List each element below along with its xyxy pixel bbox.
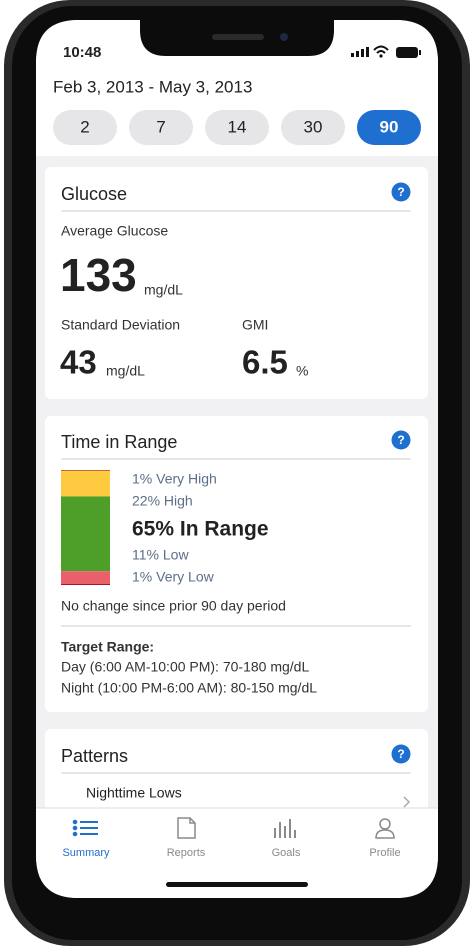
range-label: 1% Very Low — [132, 569, 215, 585]
time-in-range-chart: 1% Very High 22% High 65% In Range 11% Low 1… — [61, 470, 269, 585]
average-value: 133 — [60, 249, 137, 301]
home-indicator — [166, 882, 308, 887]
range-segment — [61, 471, 110, 497]
tab-label[interactable]: Reports — [167, 847, 206, 859]
range-segment — [61, 496, 110, 572]
target-night: Night (10:00 PM-6:00 AM): 80-150 mg/dL — [61, 680, 317, 696]
speaker — [212, 34, 264, 40]
tab-icon[interactable] — [177, 817, 196, 839]
range-segment — [61, 571, 110, 584]
sd-value: 43 — [60, 344, 97, 381]
period-selector: 2 7 14 30 90 — [53, 110, 421, 145]
gmi-label: GMI — [242, 317, 268, 333]
chevron — [403, 796, 411, 808]
status-icons — [351, 45, 421, 58]
range-segment — [61, 583, 110, 585]
period-button[interactable] — [129, 110, 193, 145]
time-in-range-card — [45, 416, 428, 712]
pattern-item[interactable]: Nighttime Lows — [86, 785, 182, 801]
card-title: Patterns — [61, 746, 128, 766]
help-icon[interactable]: ? — [397, 433, 404, 447]
range-label: 1% Very High — [132, 471, 217, 487]
period-button[interactable] — [53, 110, 117, 145]
unit: % — [296, 363, 308, 379]
tab-label[interactable]: Summary — [62, 847, 110, 859]
tab-icon[interactable] — [375, 818, 395, 839]
help-icon[interactable]: ? — [397, 185, 404, 199]
range-label: 22% High — [132, 493, 193, 509]
target-day: Day (6:00 AM-10:00 PM): 70-180 mg/dL — [61, 659, 309, 675]
tab-icon[interactable] — [72, 819, 98, 837]
period-label[interactable]: 14 — [228, 117, 247, 136]
target-title: Target Range: — [61, 639, 154, 655]
period-button[interactable] — [357, 110, 421, 145]
period-label[interactable]: 90 — [380, 117, 399, 136]
unit: mg/dL — [106, 363, 145, 379]
help-button[interactable] — [391, 744, 411, 764]
tab-label[interactable]: Profile — [369, 847, 400, 859]
status-time: 10:48 — [63, 44, 101, 61]
camera — [280, 33, 288, 41]
date-range: Feb 3, 2013 - May 3, 2013 — [53, 77, 252, 96]
change-note: No change since prior 90 day period — [61, 598, 286, 614]
card-title: Glucose — [61, 184, 127, 204]
period-label[interactable]: 30 — [304, 117, 323, 136]
range-segment — [61, 470, 110, 472]
period-button[interactable] — [281, 110, 345, 145]
average-label: Average Glucose — [61, 223, 168, 239]
unit: mg/dL — [144, 282, 183, 298]
sd-label: Standard Deviation — [61, 317, 180, 333]
tab-bar — [36, 808, 438, 898]
period-button[interactable] — [205, 110, 269, 145]
card-title: Time in Range — [61, 432, 177, 452]
range-label: 11% Low — [132, 547, 189, 563]
help-button[interactable] — [391, 430, 411, 450]
patterns-card — [45, 729, 428, 819]
help-button[interactable] — [391, 182, 411, 202]
period-label[interactable]: 7 — [156, 117, 165, 136]
range-label: 65% In Range — [132, 518, 269, 541]
tab-label[interactable]: Goals — [272, 847, 301, 859]
help-icon[interactable]: ? — [397, 747, 404, 761]
tab-icon[interactable] — [274, 819, 296, 838]
period-label[interactable]: 2 — [80, 117, 89, 136]
glucose-card — [45, 167, 428, 399]
gmi-value: 6.5 — [242, 344, 288, 381]
